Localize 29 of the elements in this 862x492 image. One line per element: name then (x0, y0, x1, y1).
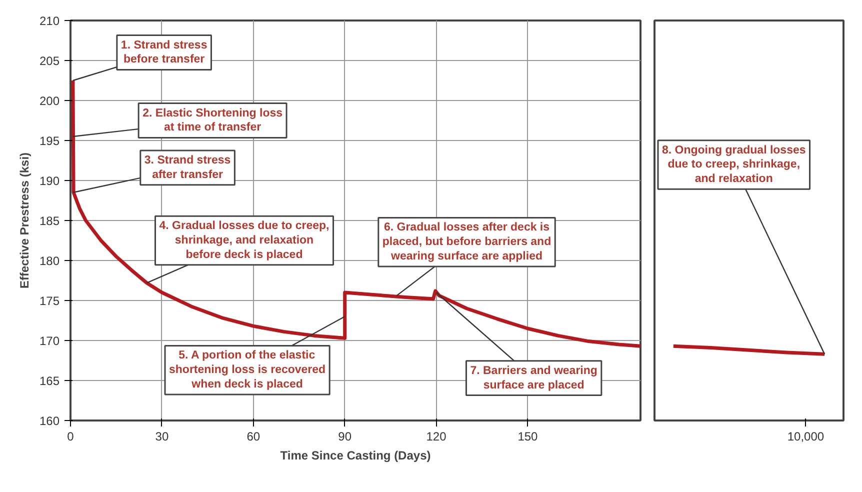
text: 10,000 (787, 430, 824, 444)
x-tick-label: 120 (426, 430, 447, 444)
y-tick-label: 205 (39, 54, 60, 68)
annotation: 5. A portion of the elastic shortening loss is recovered when deck is placed (169, 350, 326, 390)
annotation: 7. Barriers and wearing surface are placed (470, 364, 598, 392)
y-tick-label: 190 (39, 174, 60, 188)
y-tick-label: 170 (39, 334, 60, 348)
x-tick-label: 60 (246, 430, 260, 444)
annotation: 3. Strand stress after transfer (144, 154, 231, 181)
annotation: 4. Gradual losses due to creep, shrinkage, and relaxation before deck is placed (159, 220, 330, 261)
x-tick-label: 30 (155, 430, 169, 444)
y-axis-title: Effective Prestress (ksi) (17, 152, 32, 289)
y-tick-label: 185 (39, 214, 60, 228)
y-tick-label: 210 (39, 14, 60, 28)
text: 8. Ongoing gradual losses due to creep, shrinkage, and relaxation (662, 144, 806, 186)
x-axis-title: Time Since Casting (Days) (280, 448, 431, 462)
x-tick-label: 90 (338, 430, 352, 444)
y-tick-label: 195 (39, 134, 60, 148)
y-tick-label: 175 (39, 294, 60, 308)
x-tick-label: 150 (518, 430, 538, 444)
annotation: 6. Gradual losses after deck is placed, but before barriers and wearing surface are applied (382, 222, 552, 262)
y-tick-label: 200 (39, 94, 60, 108)
y-tick-label: 160 (39, 414, 60, 428)
y-tick-label: 180 (39, 254, 60, 268)
line-series (71, 78, 640, 348)
annotation: 2. Elastic Shortening loss at time of transfer (142, 107, 283, 134)
annotation: 1. Strand stress before transfer (120, 39, 208, 66)
y-tick-label: 165 (39, 374, 60, 388)
x-tick-label: 0 (67, 430, 74, 444)
